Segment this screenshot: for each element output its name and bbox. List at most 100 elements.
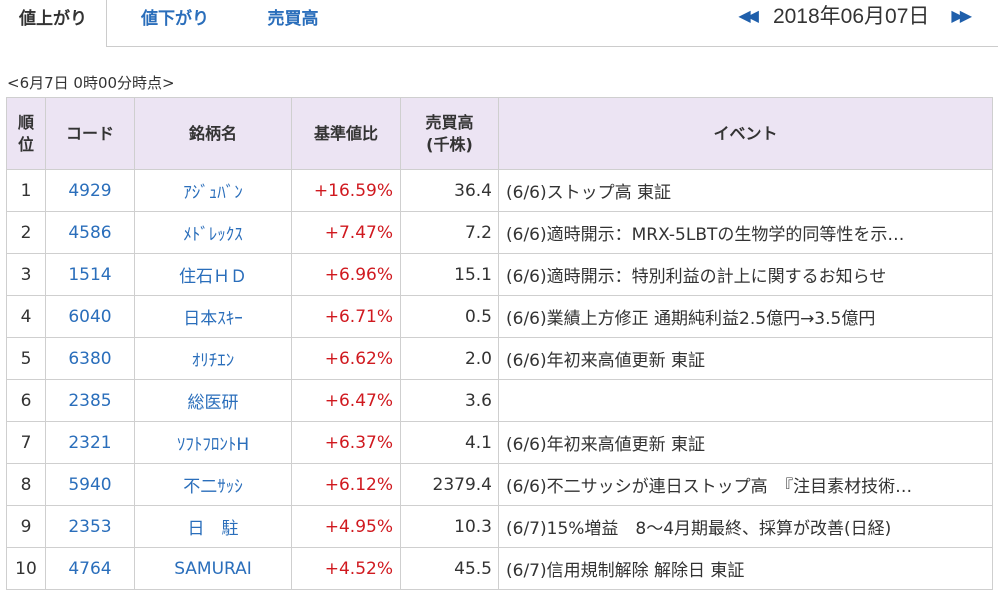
stock-name-link[interactable]: ﾒﾄﾞﾚｯｸｽ — [183, 225, 243, 245]
rank-cell: 2 — [6, 211, 46, 254]
col-ratio: 基準値比 — [291, 97, 401, 170]
code-cell: 2385 — [45, 379, 135, 422]
event-cell: (6/6)年初来高値更新 東証 — [498, 337, 993, 380]
table-row: 4 6040 日本ｽｷｰ +6.71% 0.5 (6/6)業績上方修正 通期純利益2.5億… — [6, 295, 993, 338]
rank-cell: 6 — [6, 379, 46, 422]
name-cell: 日本ｽｷｰ — [134, 295, 292, 338]
rank-cell: 4 — [6, 295, 46, 338]
ranking-table: 順 位 コード 銘柄名 基準値比 売買高 (千株) イベント 1 4929 ｱｼﾞｭ… — [6, 97, 993, 590]
col-rank: 順 位 — [6, 97, 46, 170]
rank-cell: 10 — [6, 547, 46, 590]
col-event: イベント — [498, 97, 993, 170]
volume-cell: 4.1 — [400, 421, 499, 464]
stock-name-link[interactable]: 住石ＨＤ — [179, 267, 247, 287]
code-cell: 6380 — [45, 337, 135, 380]
volume-cell: 2379.4 — [400, 463, 499, 506]
volume-cell: 10.3 — [400, 505, 499, 548]
col-code: コード — [45, 97, 135, 170]
stock-code-link[interactable]: 5940 — [68, 474, 112, 495]
name-cell: 不二ｻｯｼ — [134, 463, 292, 506]
name-cell: 住石ＨＤ — [134, 253, 292, 296]
rank-cell: 5 — [6, 337, 46, 380]
col-rank-line1: 順 — [17, 112, 34, 132]
event-cell: (6/7)信用規制解除 解除日 東証 — [498, 547, 993, 590]
col-volume-line1: 売買高 — [425, 112, 474, 132]
table-row: 8 5940 不二ｻｯｼ +6.12% 2379.4 (6/6)不二サッシが連日ストップ高… — [6, 463, 993, 506]
event-cell: (6/6)年初来高値更新 東証 — [498, 421, 993, 464]
ratio-cell: +6.62% — [291, 337, 401, 380]
event-cell: (6/6)適時開示：MRX-5LBTの生物学的同等性を示… — [498, 211, 993, 254]
stock-code-link[interactable]: 4764 — [68, 558, 112, 579]
event-cell: (6/6)不二サッシが連日ストップ高 『注目素材技術… — [498, 463, 993, 506]
tab-losers[interactable]: 値下がり — [141, 9, 209, 29]
ratio-cell: +6.71% — [291, 295, 401, 338]
stock-code-link[interactable]: 6040 — [68, 306, 112, 327]
name-cell: 日 駐 — [134, 505, 292, 548]
code-cell: 4764 — [45, 547, 135, 590]
rank-cell: 1 — [6, 169, 46, 212]
ranking-tabbar: 値上がり 値下がり 売買高 ◀◀ 2018年06月07日 ▶▶ — [0, 0, 998, 47]
event-cell: (6/6)適時開示：特別利益の計上に関するお知らせ — [498, 253, 993, 296]
next-date-icon[interactable]: ▶▶ — [951, 5, 972, 25]
tab-gainers[interactable]: 値上がり — [0, 0, 107, 47]
stock-code-link[interactable]: 2353 — [68, 516, 112, 537]
code-cell: 2353 — [45, 505, 135, 548]
stock-code-link[interactable]: 4929 — [68, 180, 112, 201]
ratio-cell: +6.47% — [291, 379, 401, 422]
stock-name-link[interactable]: 不二ｻｯｼ — [183, 477, 243, 497]
tab-divider — [106, 46, 998, 47]
volume-cell: 36.4 — [400, 169, 499, 212]
volume-cell: 15.1 — [400, 253, 499, 296]
stock-code-link[interactable]: 2321 — [68, 432, 112, 453]
stock-name-link[interactable]: ｿﾌﾄﾌﾛﾝﾄH — [176, 435, 250, 455]
stock-code-link[interactable]: 1514 — [68, 264, 112, 285]
name-cell: ｱｼﾞｭﾊﾞﾝ — [134, 169, 292, 212]
table-row: 7 2321 ｿﾌﾄﾌﾛﾝﾄH +6.37% 4.1 (6/6)年初来高値更新 東証 — [6, 421, 993, 464]
code-cell: 6040 — [45, 295, 135, 338]
prev-date-icon[interactable]: ◀◀ — [738, 5, 759, 25]
tab-volume[interactable]: 売買高 — [267, 9, 319, 29]
stock-name-link[interactable]: 日本ｽｷｰ — [183, 309, 243, 329]
rank-cell: 8 — [6, 463, 46, 506]
code-cell: 4929 — [45, 169, 135, 212]
name-cell: ﾒﾄﾞﾚｯｸｽ — [134, 211, 292, 254]
rank-cell: 3 — [6, 253, 46, 296]
ratio-cell: +6.12% — [291, 463, 401, 506]
ratio-cell: +6.96% — [291, 253, 401, 296]
volume-cell: 7.2 — [400, 211, 499, 254]
ratio-cell: +4.95% — [291, 505, 401, 548]
stock-name-link[interactable]: 日 駐 — [187, 519, 239, 539]
date-navigator: ◀◀ 2018年06月07日 ▶▶ — [738, 0, 972, 30]
rank-cell: 9 — [6, 505, 46, 548]
ratio-cell: +7.47% — [291, 211, 401, 254]
event-cell: (6/6)ストップ高 東証 — [498, 169, 993, 212]
code-cell: 1514 — [45, 253, 135, 296]
ratio-cell: +6.37% — [291, 421, 401, 464]
stock-code-link[interactable]: 4586 — [68, 222, 112, 243]
name-cell: ｵﾘﾁｴﾝ — [134, 337, 292, 380]
ratio-cell: +4.52% — [291, 547, 401, 590]
stock-name-link[interactable]: SAMURAI — [174, 558, 252, 579]
stock-code-link[interactable]: 2385 — [68, 390, 112, 411]
table-row: 1 4929 ｱｼﾞｭﾊﾞﾝ +16.59% 36.4 (6/6)ストップ高 東証 — [6, 169, 993, 212]
volume-cell: 45.5 — [400, 547, 499, 590]
code-cell: 5940 — [45, 463, 135, 506]
volume-cell: 3.6 — [400, 379, 499, 422]
rank-cell: 7 — [6, 421, 46, 464]
col-volume-line2: (千株) — [426, 134, 473, 154]
stock-name-link[interactable]: ｵﾘﾁｴﾝ — [191, 351, 235, 371]
col-name: 銘柄名 — [134, 97, 292, 170]
volume-cell: 2.0 — [400, 337, 499, 380]
stock-name-link[interactable]: ｱｼﾞｭﾊﾞﾝ — [183, 183, 243, 203]
ratio-cell: +16.59% — [291, 169, 401, 212]
event-cell: (6/7)15%増益 8～4月期最終、採算が改善(日経) — [498, 505, 993, 548]
table-row: 9 2353 日 駐 +4.95% 10.3 (6/7)15%増益 8～4月期最終、採算が… — [6, 505, 993, 548]
table-row: 6 2385 総医研 +6.47% 3.6 — [6, 379, 993, 422]
code-cell: 4586 — [45, 211, 135, 254]
table-row: 10 4764 SAMURAI +4.52% 45.5 (6/7)信用規制解除 解除日 東… — [6, 547, 993, 590]
name-cell: ｿﾌﾄﾌﾛﾝﾄH — [134, 421, 292, 464]
col-rank-line2: 位 — [17, 134, 34, 154]
table-row: 2 4586 ﾒﾄﾞﾚｯｸｽ +7.47% 7.2 (6/6)適時開示：MRX-5LBTの… — [6, 211, 993, 254]
stock-code-link[interactable]: 6380 — [68, 348, 112, 369]
stock-name-link[interactable]: 総医研 — [187, 393, 239, 413]
